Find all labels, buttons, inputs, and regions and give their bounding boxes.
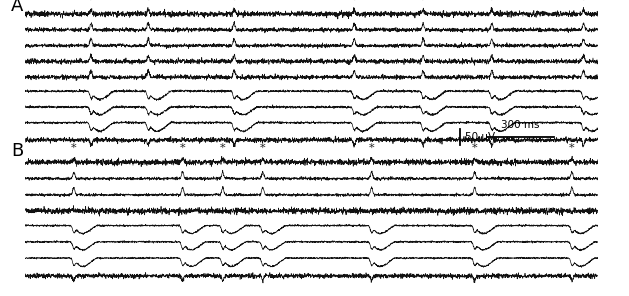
Text: *: * <box>369 143 374 153</box>
Text: *: * <box>88 0 94 4</box>
Text: *: * <box>489 0 494 4</box>
Text: *: * <box>581 0 586 4</box>
Text: *: * <box>569 143 575 153</box>
Text: *: * <box>180 143 186 153</box>
Text: *: * <box>420 0 426 4</box>
Text: *: * <box>145 0 151 4</box>
Text: 50 μV: 50 μV <box>465 132 495 142</box>
Text: *: * <box>220 143 225 153</box>
Text: A: A <box>11 0 23 15</box>
Text: *: * <box>71 143 77 153</box>
Text: *: * <box>472 143 477 153</box>
Text: B: B <box>11 142 23 160</box>
Text: 300 ms: 300 ms <box>501 120 540 130</box>
Text: *: * <box>260 143 265 153</box>
Text: *: * <box>231 0 237 4</box>
Text: *: * <box>352 0 357 4</box>
